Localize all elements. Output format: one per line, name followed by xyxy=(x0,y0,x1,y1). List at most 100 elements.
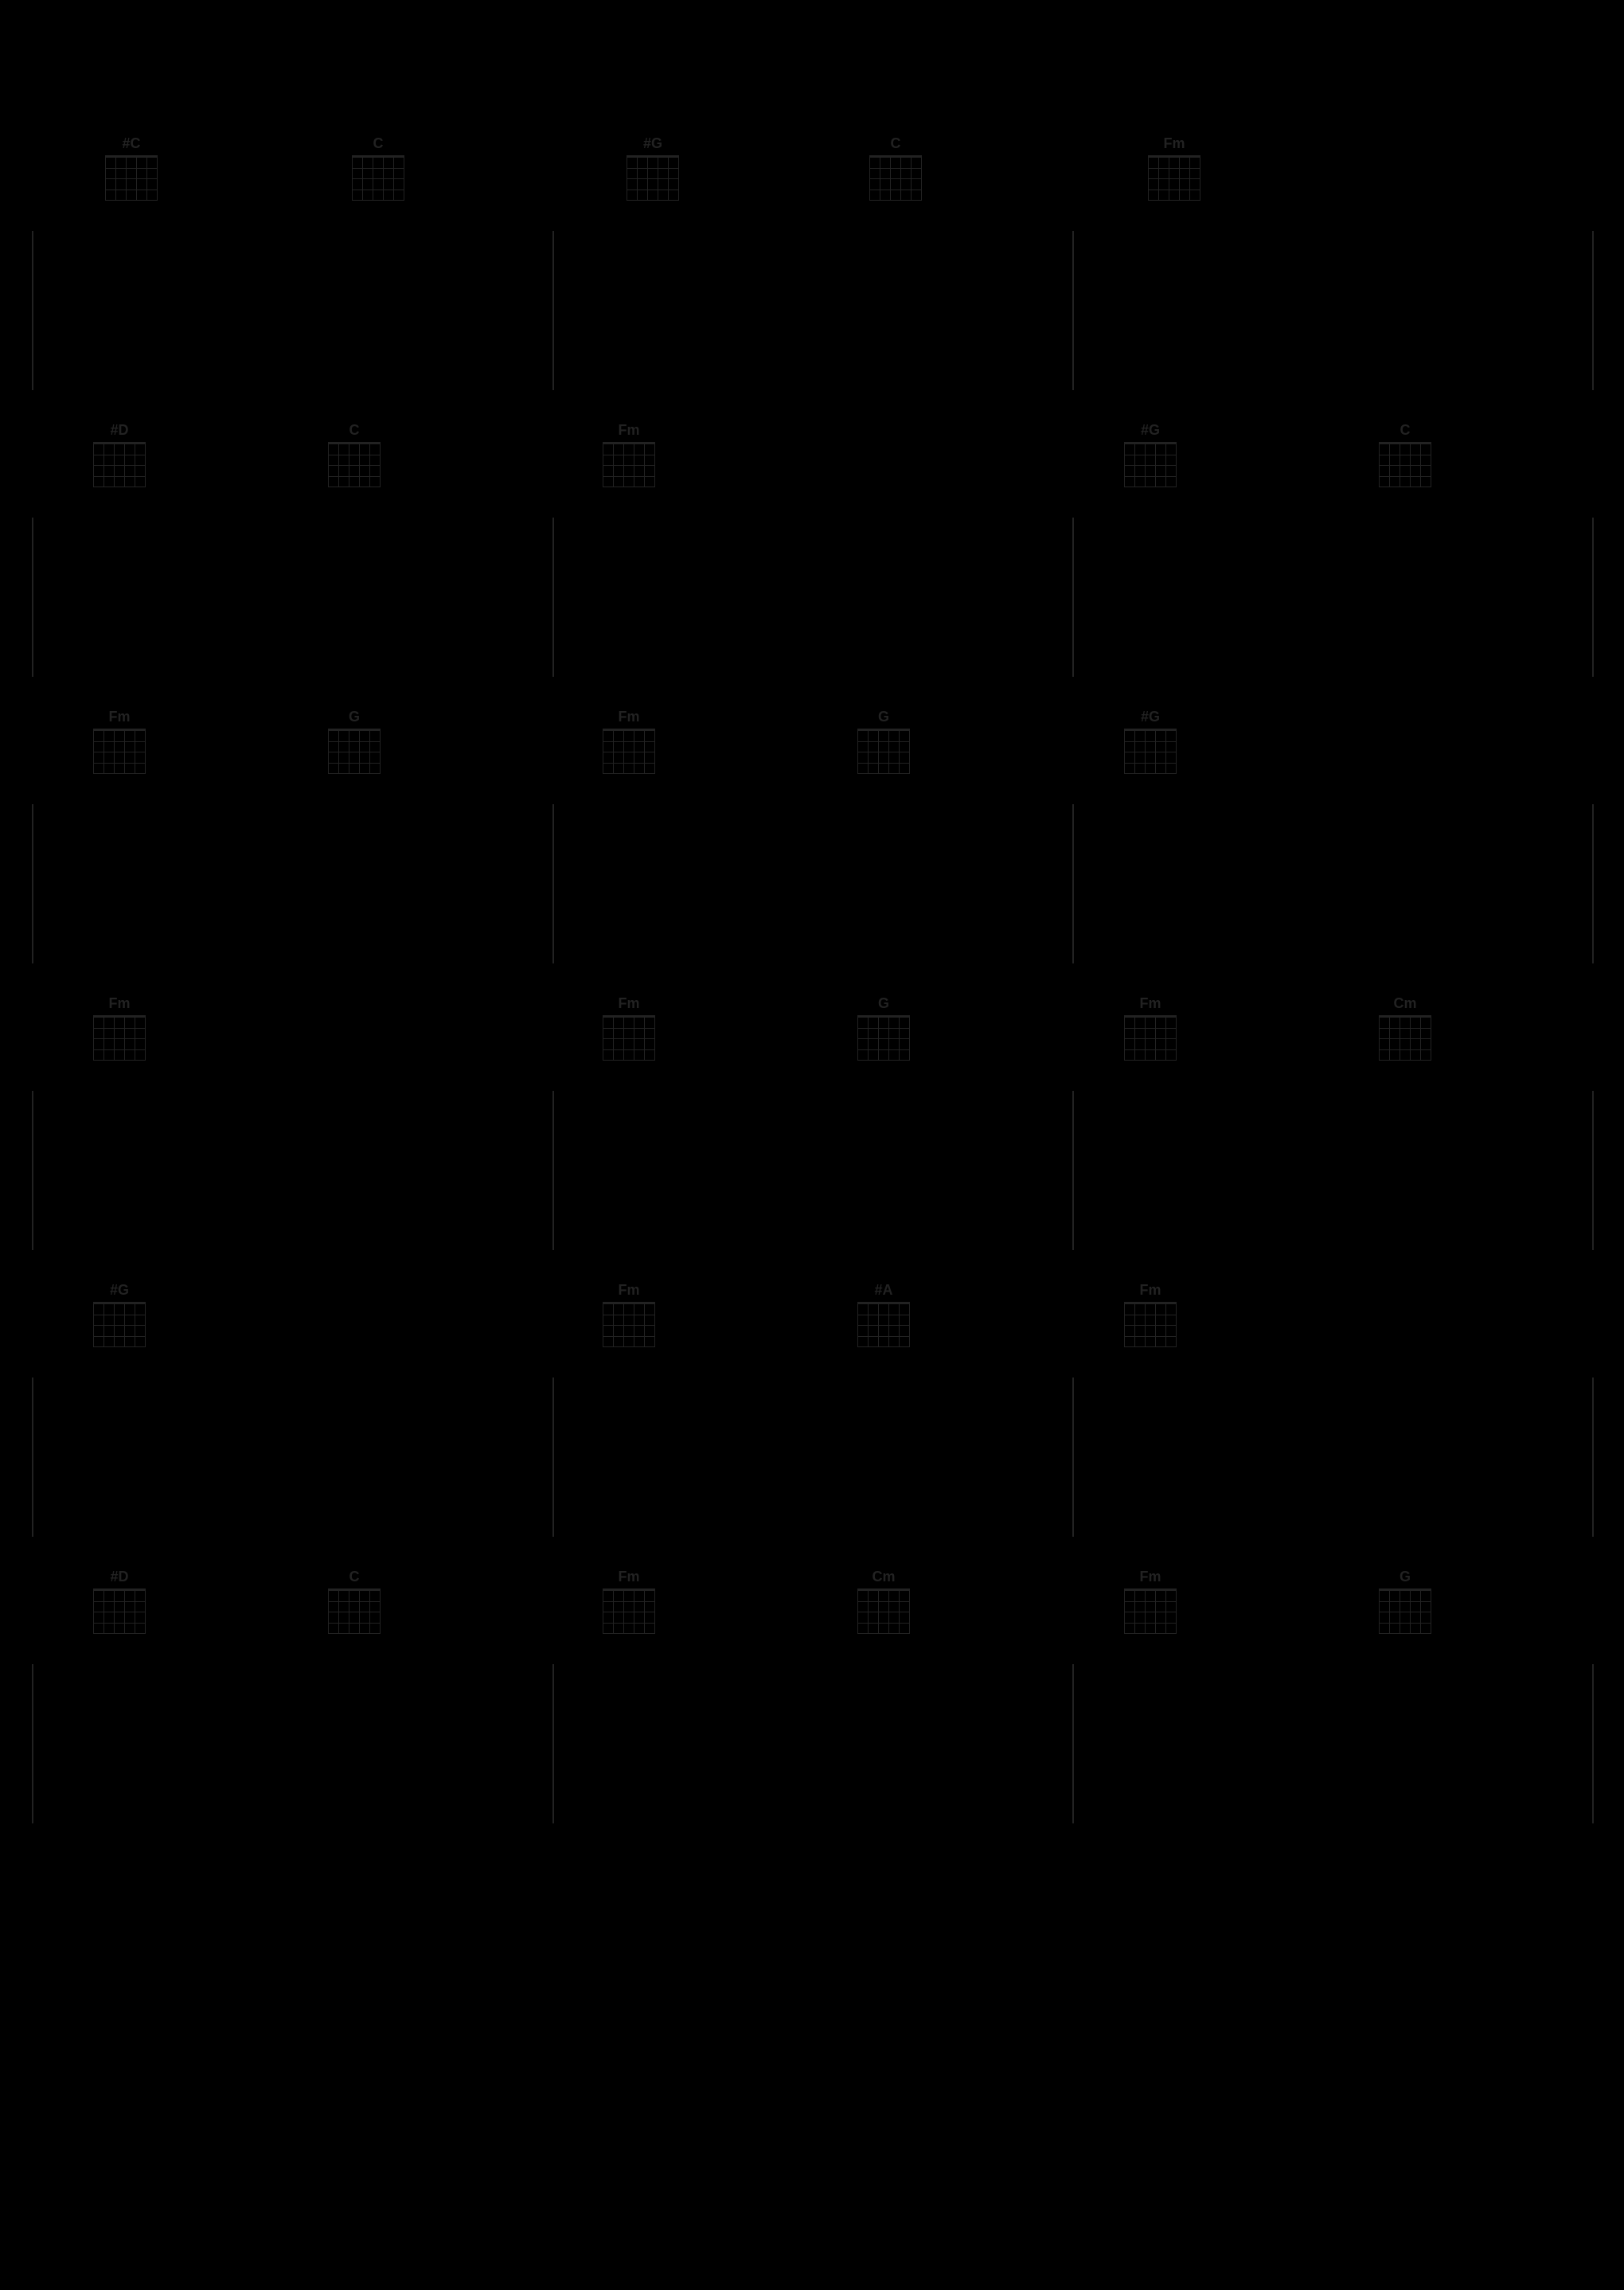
chord-label: Fm xyxy=(601,1569,657,1585)
chord-diagram xyxy=(603,1302,655,1347)
chord-label: #D xyxy=(92,422,147,439)
barline xyxy=(32,1664,33,1823)
chord-label: #D xyxy=(92,1569,147,1585)
barline xyxy=(32,1091,33,1250)
barlines xyxy=(32,804,1592,963)
chord-label: #G xyxy=(1122,422,1178,439)
barline xyxy=(552,804,554,963)
chord: #D xyxy=(92,1569,147,1634)
chord-diagram xyxy=(627,155,679,201)
chord: C xyxy=(868,135,923,201)
chord-diagram xyxy=(1124,1589,1177,1634)
chord-diagram xyxy=(857,729,910,774)
chord-label: G xyxy=(856,995,912,1012)
chord: C xyxy=(350,135,406,201)
barlines xyxy=(32,1091,1592,1250)
chord-diagram xyxy=(869,155,922,201)
barlines xyxy=(32,518,1592,677)
chord-label: C xyxy=(1377,422,1433,439)
chord-diagram xyxy=(328,442,381,487)
chord-diagram xyxy=(603,442,655,487)
chord-label: Fm xyxy=(601,709,657,725)
chord: Fm xyxy=(92,709,147,774)
staff-system: #C C #G C Fm xyxy=(32,135,1592,422)
chord-label: Fm xyxy=(601,422,657,439)
chord-diagram xyxy=(603,1589,655,1634)
chord-label: Cm xyxy=(856,1569,912,1585)
chord-label: Fm xyxy=(1146,135,1202,152)
barline xyxy=(1072,518,1074,677)
chord: Fm xyxy=(1146,135,1202,201)
barline xyxy=(32,231,33,390)
chord: Fm xyxy=(601,709,657,774)
barline xyxy=(1072,1378,1074,1537)
chord-label: Fm xyxy=(601,1282,657,1299)
chord-diagram xyxy=(1124,442,1177,487)
chord: C xyxy=(326,422,382,487)
chord: G xyxy=(1377,1569,1433,1634)
chord-label: C xyxy=(326,422,382,439)
chord-diagram xyxy=(1379,1015,1431,1061)
chord-label: C xyxy=(326,1569,382,1585)
chord: Fm xyxy=(92,995,147,1061)
barline xyxy=(32,518,33,677)
chord: Fm xyxy=(601,1569,657,1634)
barline xyxy=(1072,231,1074,390)
barline xyxy=(1592,518,1594,677)
chord-diagram xyxy=(105,155,158,201)
chord-diagram xyxy=(857,1015,910,1061)
barlines xyxy=(32,231,1592,390)
chord: Cm xyxy=(856,1569,912,1634)
chord: G xyxy=(856,995,912,1061)
barline xyxy=(1072,1664,1074,1823)
chord-label: Fm xyxy=(1122,1282,1178,1299)
chord-diagram xyxy=(857,1589,910,1634)
chord-label: Cm xyxy=(1377,995,1433,1012)
chord: Fm xyxy=(1122,1569,1178,1634)
barline xyxy=(32,804,33,963)
chord-diagram xyxy=(1379,442,1431,487)
staff-system: #D C Fm #G C xyxy=(32,422,1592,709)
chord: Fm xyxy=(601,1282,657,1347)
barline xyxy=(552,231,554,390)
chord-diagram xyxy=(352,155,404,201)
barline xyxy=(552,1091,554,1250)
chord-label: #G xyxy=(1122,709,1178,725)
chord-diagram xyxy=(1124,729,1177,774)
chord-label: G xyxy=(326,709,382,725)
chord-diagram xyxy=(1124,1015,1177,1061)
barline xyxy=(552,518,554,677)
chord: #D xyxy=(92,422,147,487)
chord-label: Fm xyxy=(92,709,147,725)
barlines xyxy=(32,1378,1592,1537)
chord-label: Fm xyxy=(1122,1569,1178,1585)
staff-system: #D C Fm Cm Fm G xyxy=(32,1569,1592,1855)
chord-label: #C xyxy=(103,135,159,152)
staff-system: Fm G Fm G #G xyxy=(32,709,1592,995)
chord-label: C xyxy=(350,135,406,152)
chord-diagram xyxy=(93,1589,146,1634)
chord: #C xyxy=(103,135,159,201)
barline xyxy=(32,1378,33,1537)
chord: G xyxy=(326,709,382,774)
chord-diagram xyxy=(93,442,146,487)
barline xyxy=(552,1664,554,1823)
chord-diagram xyxy=(1148,155,1200,201)
chord-diagram xyxy=(93,729,146,774)
chord: G xyxy=(856,709,912,774)
chord: Fm xyxy=(601,422,657,487)
barline xyxy=(1592,231,1594,390)
chord: Fm xyxy=(1122,1282,1178,1347)
chord-diagram xyxy=(328,729,381,774)
barline xyxy=(1592,1664,1594,1823)
barline xyxy=(1592,1378,1594,1537)
chord-label: #G xyxy=(92,1282,147,1299)
barline xyxy=(1072,1091,1074,1250)
staff-system: #GFm#AFm xyxy=(32,1282,1592,1569)
barline xyxy=(552,1378,554,1537)
barline xyxy=(1592,1091,1594,1250)
chord: #G xyxy=(1122,422,1178,487)
chord: #G xyxy=(625,135,681,201)
chord: #G xyxy=(92,1282,147,1347)
chord-label: Fm xyxy=(1122,995,1178,1012)
